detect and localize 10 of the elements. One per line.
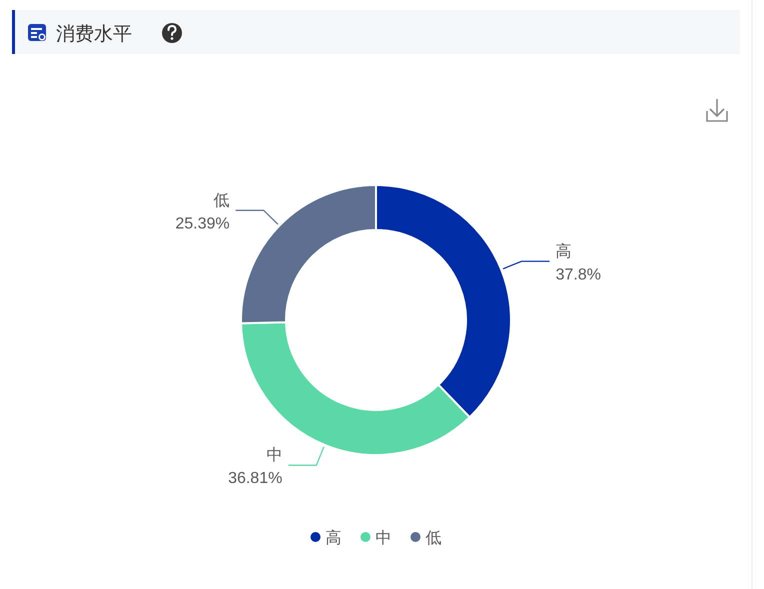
chart-title: 消费水平 <box>56 24 132 45</box>
legend-label: 中 <box>376 529 392 547</box>
data-label: 36.81% <box>228 470 282 488</box>
slice-label: 低 <box>214 192 230 210</box>
legend-label: 低 <box>426 530 442 547</box>
slice-label: 中 <box>266 446 282 464</box>
data-label: 25.39% <box>175 215 230 232</box>
legend-label: 高 <box>326 529 342 547</box>
data-label: 37.8% <box>556 266 601 284</box>
slice-label: 高 <box>556 242 572 260</box>
